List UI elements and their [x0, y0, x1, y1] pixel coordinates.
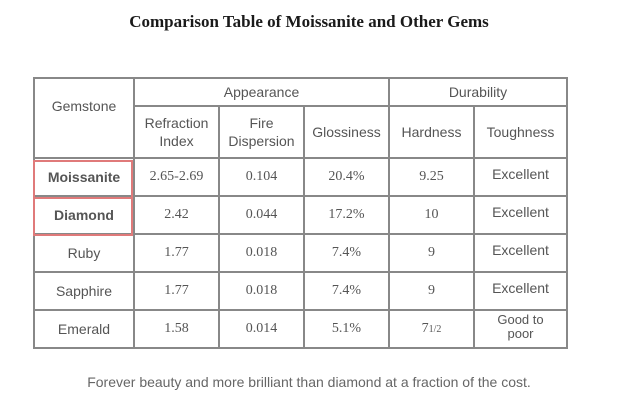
header-gemstone: Gemstone: [33, 77, 135, 159]
toughness-value: Excellent: [492, 279, 549, 296]
toughness-line1: Good to: [497, 312, 544, 328]
hardness-cell: 10: [388, 195, 475, 235]
gem-cell: Moissanite: [33, 157, 135, 197]
table-row: Diamond 2.42 0.044 17.2% 10 Excellent: [33, 195, 568, 235]
group-appearance: Appearance: [133, 77, 390, 107]
column-header-row: Refraction Index Fire Dispersion Glossin…: [34, 105, 568, 159]
glossiness-cell: 20.4%: [303, 157, 390, 197]
group-header-row: Gemstone Appearance Durability: [33, 77, 568, 159]
hardness-whole: 7: [421, 320, 429, 336]
fire-cell: 0.104: [218, 157, 305, 197]
fire-cell: 0.044: [218, 195, 305, 235]
table-row: Moissanite 2.65-2.69 0.104 20.4% 9.25 Ex…: [33, 157, 568, 197]
fire-cell: 0.014: [218, 309, 305, 349]
glossiness-cell: 7.4%: [303, 271, 390, 311]
table-row: Ruby 1.77 0.018 7.4% 9 Excellent: [33, 233, 568, 273]
hardness-cell: 9: [388, 233, 475, 273]
gem-cell: Emerald: [33, 309, 135, 349]
header-fire-line1: Fire: [249, 114, 274, 131]
refraction-cell: 1.77: [133, 271, 220, 311]
fire-cell: 0.018: [218, 271, 305, 311]
header-refraction-line2: Index: [159, 133, 194, 149]
header-glossiness: Glossiness: [303, 105, 390, 159]
hardness-cell: 71/2: [388, 309, 475, 349]
hardness-cell: 9: [388, 271, 475, 311]
gem-cell: Ruby: [33, 233, 135, 273]
group-durability: Durability: [388, 77, 568, 107]
fire-cell: 0.018: [218, 233, 305, 273]
footer-tagline: Forever beauty and more brilliant than d…: [87, 374, 531, 390]
toughness-line2: poor: [507, 326, 534, 341]
toughness-cell: Excellent: [473, 195, 568, 235]
refraction-cell: 2.65-2.69: [133, 157, 220, 197]
header-gemstone-label: Gemstone: [51, 97, 117, 114]
hardness-cell: 9.25: [388, 157, 475, 197]
header-refraction: Refraction Index: [133, 105, 220, 159]
glossiness-cell: 7.4%: [303, 233, 390, 273]
refraction-cell: 2.42: [133, 195, 220, 235]
hardness-fraction: 1/2: [428, 323, 442, 335]
glossiness-cell: 5.1%: [303, 309, 390, 349]
toughness-cell: Excellent: [473, 157, 568, 197]
toughness-value: Excellent: [492, 241, 549, 258]
page-title: Comparison Table of Moissanite and Other…: [129, 12, 489, 31]
header-hardness: Hardness: [388, 105, 475, 159]
gem-cell: Sapphire: [33, 271, 135, 311]
refraction-cell: 1.77: [133, 233, 220, 273]
table-row: Sapphire 1.77 0.018 7.4% 9 Excellent: [33, 271, 568, 311]
header-toughness: Toughness: [473, 105, 568, 159]
header-refraction-line1: Refraction: [144, 114, 209, 131]
table-row: Emerald 1.58 0.014 5.1% 71/2 Good to poo…: [33, 309, 568, 349]
toughness-cell: Excellent: [473, 233, 568, 273]
refraction-cell: 1.58: [133, 309, 220, 349]
header-fire-line2: Dispersion: [228, 133, 295, 149]
toughness-cell: Good to poor: [473, 309, 568, 349]
toughness-value: Excellent: [492, 203, 549, 220]
comparison-table: Gemstone Appearance Durability Refractio…: [33, 77, 568, 349]
glossiness-cell: 17.2%: [303, 195, 390, 235]
toughness-cell: Excellent: [473, 271, 568, 311]
header-fire: Fire Dispersion: [218, 105, 305, 159]
gem-cell: Diamond: [33, 195, 135, 235]
toughness-value: Excellent: [492, 165, 549, 182]
